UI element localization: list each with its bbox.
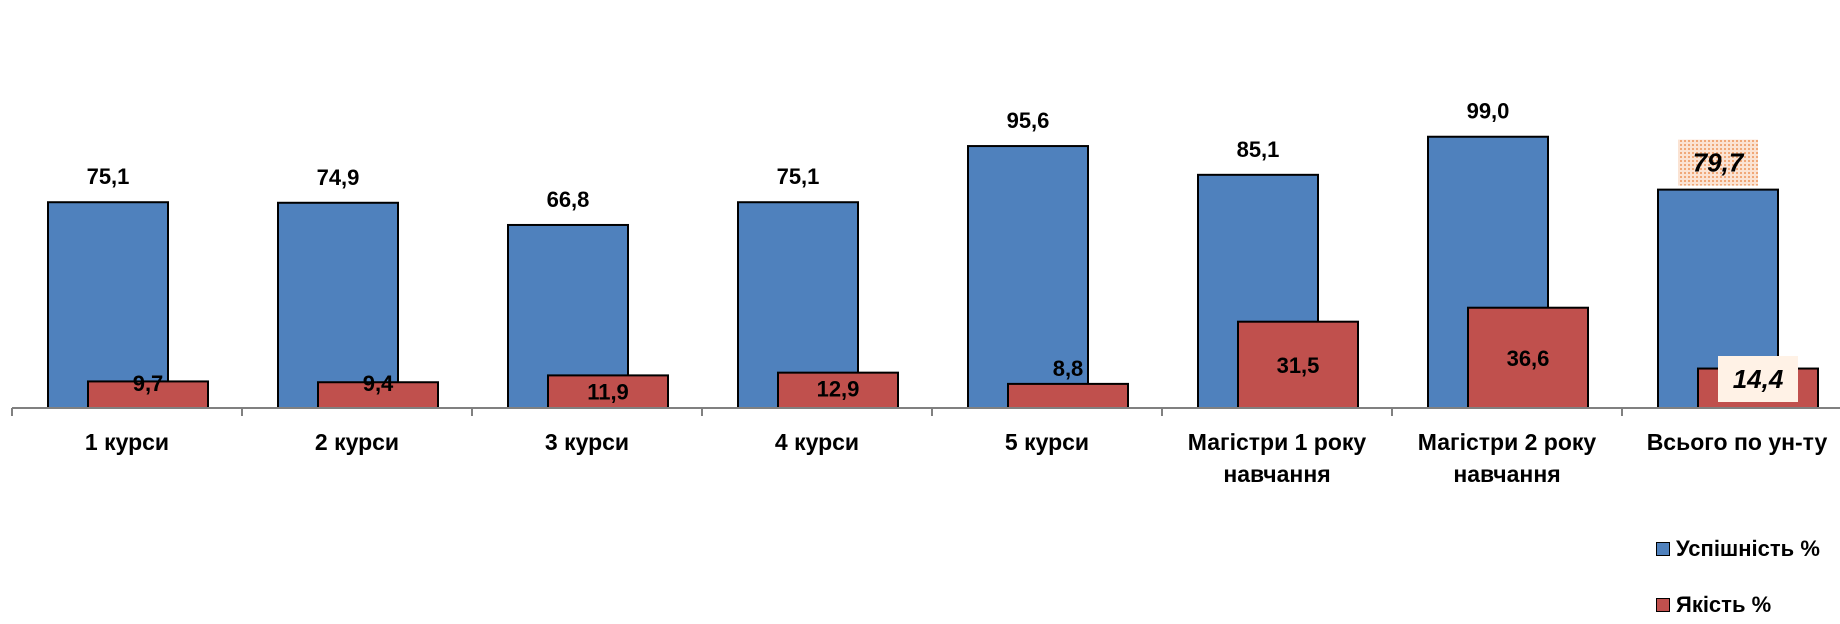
legend-swatch-success [1656, 542, 1670, 556]
category-label-4: 5 курси [1005, 429, 1089, 455]
category-label-3: 4 курси [775, 429, 859, 455]
data-label-success-7: 79,7 [1693, 148, 1745, 178]
category-label-7: Всього по ун-ту [1647, 429, 1828, 455]
data-label-success-3: 75,1 [777, 164, 820, 189]
bar-quality-4 [1007, 382, 1129, 409]
data-label-success-0: 75,1 [87, 164, 130, 189]
data-label-success-4: 95,6 [1007, 108, 1050, 133]
data-label-success-2: 66,8 [547, 187, 590, 212]
legend-item-quality: Якість % [1656, 592, 1771, 618]
category-label-0: 1 курси [85, 429, 169, 455]
data-label-quality-1: 9,4 [363, 371, 394, 396]
highlight-bg-success [1678, 139, 1758, 186]
category-label-1: 2 курси [315, 429, 399, 455]
bar-quality-1 [317, 381, 439, 409]
bar-success-0 [47, 201, 169, 409]
category-label-6-line-1: навчання [1453, 461, 1560, 487]
data-label-quality-6: 36,6 [1507, 346, 1550, 371]
bar-quality-2 [547, 374, 669, 410]
data-label-quality-0: 9,7 [133, 371, 164, 396]
category-label-2: 3 курси [545, 429, 629, 455]
data-label-success-6: 99,0 [1467, 99, 1510, 124]
bar-quality-5 [1237, 320, 1359, 409]
data-label-success-5: 85,1 [1237, 137, 1280, 162]
data-label-quality-5: 31,5 [1277, 353, 1320, 378]
category-label-5-line-0: Магістри 1 року [1188, 429, 1367, 455]
bar-success-1 [277, 201, 399, 409]
legend-label-success: Успішність % [1676, 536, 1820, 561]
category-label-5-line-1: навчання [1223, 461, 1330, 487]
highlight-bg-quality [1718, 356, 1798, 402]
legend-label-quality: Якість % [1676, 592, 1772, 617]
bar-quality-3 [777, 371, 899, 409]
legend-swatch-quality [1656, 598, 1670, 612]
data-label-quality-2: 11,9 [587, 379, 629, 404]
data-label-quality-7: 14,4 [1733, 364, 1784, 394]
data-label-quality-4: 8,8 [1053, 356, 1084, 381]
data-label-quality-3: 12,9 [817, 377, 860, 402]
category-label-6-line-0: Магістри 2 року [1418, 429, 1597, 455]
data-label-success-1: 74,9 [317, 165, 360, 190]
legend-item-success: Успішність % [1656, 536, 1820, 562]
